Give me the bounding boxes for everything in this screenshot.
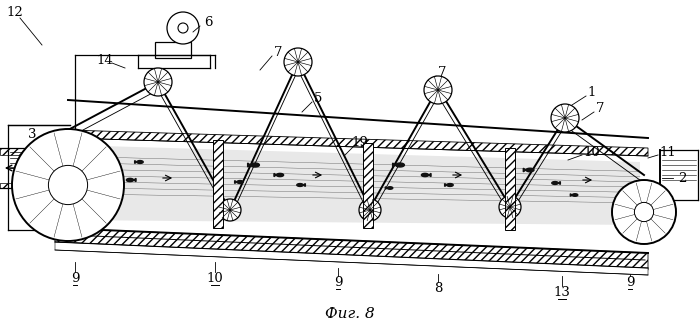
Text: 10: 10 xyxy=(206,272,223,284)
Polygon shape xyxy=(134,179,136,182)
Polygon shape xyxy=(505,148,515,230)
Polygon shape xyxy=(572,194,578,196)
Polygon shape xyxy=(421,173,428,177)
Polygon shape xyxy=(94,190,97,194)
Polygon shape xyxy=(68,130,648,156)
Circle shape xyxy=(12,129,124,241)
Polygon shape xyxy=(303,184,305,186)
Circle shape xyxy=(612,180,676,244)
Polygon shape xyxy=(87,156,90,160)
Circle shape xyxy=(144,68,172,96)
Circle shape xyxy=(178,23,188,33)
Polygon shape xyxy=(393,163,395,167)
Circle shape xyxy=(499,196,521,218)
Polygon shape xyxy=(248,163,251,167)
Polygon shape xyxy=(234,180,237,183)
Polygon shape xyxy=(524,168,526,172)
Text: 3: 3 xyxy=(28,129,36,142)
Polygon shape xyxy=(106,168,114,172)
Text: 12: 12 xyxy=(6,6,23,18)
Text: 9: 9 xyxy=(71,272,79,284)
Polygon shape xyxy=(363,143,373,228)
Text: 19: 19 xyxy=(351,135,368,148)
Text: 6: 6 xyxy=(204,16,212,29)
Text: 13: 13 xyxy=(554,285,570,298)
Polygon shape xyxy=(274,173,276,177)
Circle shape xyxy=(167,12,199,44)
Polygon shape xyxy=(104,168,106,172)
Polygon shape xyxy=(387,187,393,189)
Polygon shape xyxy=(0,148,68,155)
Polygon shape xyxy=(526,168,534,172)
Polygon shape xyxy=(552,181,558,184)
Circle shape xyxy=(359,199,381,221)
Polygon shape xyxy=(86,190,94,194)
Circle shape xyxy=(634,202,654,222)
Circle shape xyxy=(14,131,122,239)
Circle shape xyxy=(48,165,88,204)
Circle shape xyxy=(284,48,312,76)
Polygon shape xyxy=(447,184,453,186)
Polygon shape xyxy=(213,140,223,228)
Polygon shape xyxy=(395,163,405,167)
Text: 14: 14 xyxy=(97,53,113,66)
Polygon shape xyxy=(444,184,447,186)
Polygon shape xyxy=(127,179,134,182)
Polygon shape xyxy=(68,145,640,225)
Text: 5: 5 xyxy=(314,91,322,105)
Polygon shape xyxy=(0,183,68,188)
Text: 9: 9 xyxy=(334,275,342,288)
Text: Фиг. 8: Фиг. 8 xyxy=(325,307,375,321)
Circle shape xyxy=(614,182,674,242)
Bar xyxy=(155,42,191,58)
Text: 8: 8 xyxy=(434,282,442,295)
Text: 1: 1 xyxy=(588,86,596,98)
Polygon shape xyxy=(251,163,260,167)
Polygon shape xyxy=(559,181,561,184)
Circle shape xyxy=(219,199,241,221)
Polygon shape xyxy=(55,228,648,270)
Polygon shape xyxy=(136,161,144,163)
Circle shape xyxy=(424,76,452,104)
Text: 7: 7 xyxy=(438,65,447,78)
Text: 9: 9 xyxy=(626,275,634,288)
Text: 7: 7 xyxy=(274,45,282,59)
Polygon shape xyxy=(55,242,648,275)
Text: 10: 10 xyxy=(584,145,601,158)
Circle shape xyxy=(551,104,579,132)
Polygon shape xyxy=(385,187,387,189)
Polygon shape xyxy=(134,161,136,163)
Polygon shape xyxy=(570,194,572,196)
Polygon shape xyxy=(237,180,243,183)
Text: 2: 2 xyxy=(678,171,686,184)
Text: 7: 7 xyxy=(596,101,604,114)
Polygon shape xyxy=(297,184,303,186)
Polygon shape xyxy=(429,173,431,177)
Polygon shape xyxy=(90,156,100,160)
Polygon shape xyxy=(276,173,284,177)
Text: 11: 11 xyxy=(659,145,676,158)
